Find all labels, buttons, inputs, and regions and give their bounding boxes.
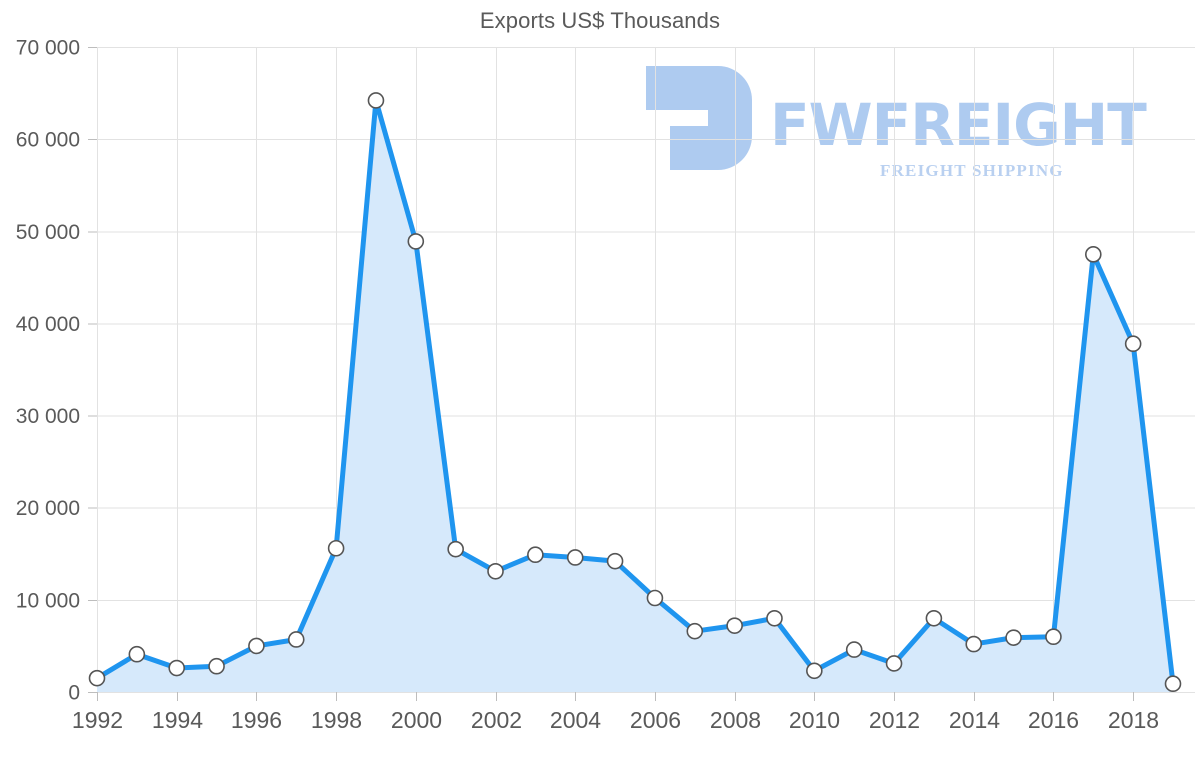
data-point-marker[interactable]: 2006: 10200 bbox=[646, 589, 664, 607]
series-area bbox=[97, 100, 1173, 692]
y-tick-label: 70 000 bbox=[16, 37, 80, 60]
x-tick-label: 2010 bbox=[789, 707, 840, 733]
data-point-marker[interactable]: 2005: 14200 bbox=[606, 552, 624, 570]
data-point-marker[interactable]: 1995: 2800 bbox=[208, 657, 225, 675]
y-tick-label: 0 bbox=[68, 682, 80, 705]
series-line bbox=[94, 97, 1176, 687]
y-tick-label: 40 000 bbox=[16, 313, 80, 336]
x-tick-label: 1998 bbox=[311, 707, 362, 733]
x-tick-label: 1992 bbox=[72, 707, 123, 733]
data-point-marker[interactable]: 2018: 37800 bbox=[1124, 335, 1142, 353]
y-tick-label: 50 000 bbox=[16, 221, 80, 244]
y-axis-labels: 0 10 000 20 000 30 000 40 000 50 000 60 000 70 … bbox=[16, 37, 80, 705]
x-tick-label: 2004 bbox=[550, 707, 601, 733]
x-tick-label: 2012 bbox=[869, 707, 920, 733]
data-point-marker[interactable]: 2004: 14600 bbox=[566, 549, 584, 566]
chart-title: Exports US$ Thousands bbox=[479, 8, 721, 33]
x-tick-label: 2018 bbox=[1108, 707, 1159, 733]
data-point-marker[interactable]: 2003: 14900 bbox=[527, 546, 544, 564]
data-point-marker[interactable]: 2017: 47500 bbox=[1085, 246, 1102, 263]
data-point-marker[interactable]: 1998: 15600 bbox=[327, 539, 345, 557]
data-point-marker[interactable]: 2009: 8000 bbox=[766, 609, 783, 627]
y-tick-label: 20 000 bbox=[16, 497, 80, 520]
data-point-marker[interactable]: 1992: 1500 bbox=[88, 669, 106, 687]
x-tick-label: 2016 bbox=[1028, 707, 1079, 733]
series-markers: 1992: 1500 1993: 4100 1994: 2600 1995: 2800… bbox=[88, 92, 1182, 693]
x-tick-label: 1996 bbox=[231, 707, 282, 733]
data-point-marker[interactable]: 2015: 5900 bbox=[1005, 629, 1022, 646]
data-point-marker[interactable]: 2012: 3100 bbox=[885, 655, 903, 672]
data-point-marker[interactable]: 2000: 48900 bbox=[407, 233, 425, 250]
data-point-marker[interactable]: 2001: 15500 bbox=[447, 540, 464, 558]
x-tick-label: 1994 bbox=[152, 707, 203, 733]
data-point-marker[interactable]: 2008: 7200 bbox=[726, 617, 743, 634]
axis-tickmarks bbox=[88, 47, 1134, 701]
data-point-marker[interactable]: 1994: 2600 bbox=[168, 659, 185, 677]
x-tick-label: 2000 bbox=[391, 707, 442, 733]
data-point-marker[interactable]: 2013: 8000 bbox=[925, 609, 943, 627]
y-tick-label: 30 000 bbox=[16, 405, 80, 428]
x-tick-label: 2014 bbox=[949, 707, 1000, 733]
data-point-marker[interactable]: 2010: 2300 bbox=[806, 662, 823, 680]
x-tick-label: 2006 bbox=[630, 707, 681, 733]
data-point-marker[interactable]: 1999: 64200 bbox=[367, 92, 385, 109]
data-point-marker[interactable]: 2011: 4600 bbox=[845, 641, 863, 658]
x-axis-labels: 1992 1994 1996 1998 2000 2002 2004 2006 2008 2010… bbox=[72, 707, 1159, 733]
data-point-marker[interactable]: 2014: 5200 bbox=[965, 635, 983, 653]
y-tick-label: 10 000 bbox=[16, 589, 80, 612]
data-point-marker[interactable]: 1993: 4100 bbox=[128, 645, 146, 663]
data-point-marker[interactable]: 2007: 6600 bbox=[686, 622, 704, 640]
x-tick-label: 2002 bbox=[471, 707, 522, 733]
y-tick-label: 60 000 bbox=[16, 129, 80, 152]
data-point-marker[interactable]: 2019: 900 bbox=[1164, 675, 1182, 693]
data-point-marker[interactable]: 1997: 5700 bbox=[287, 631, 305, 648]
x-tick-label: 2008 bbox=[710, 707, 761, 733]
data-point-marker[interactable]: 2002: 13100 bbox=[487, 562, 504, 580]
